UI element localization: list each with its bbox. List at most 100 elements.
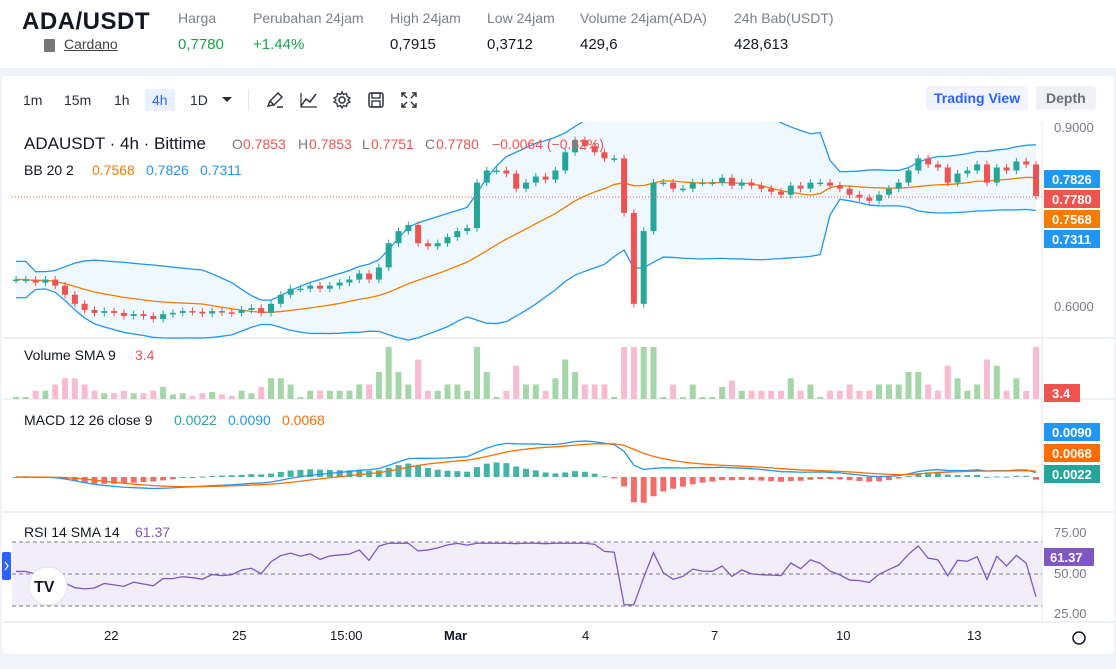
rsi-badge (1044, 548, 1094, 566)
candle-body (405, 225, 412, 232)
candle-body (640, 231, 647, 304)
bb-basis-badge-text: 0.7568 (1052, 212, 1092, 227)
candle-body (895, 182, 902, 189)
macd-hist-bar (983, 476, 990, 478)
candle-body (346, 279, 353, 283)
candle-body (1023, 161, 1030, 165)
price-chart[interactable]: ADAUSDT · 4h · Bittime O 0.7853 H 0.7853… (2, 122, 1114, 654)
time-tick: 22 (104, 628, 118, 643)
candle-body (287, 288, 294, 295)
macd-hist-bar (317, 469, 324, 477)
ohlc-h-label: H (298, 136, 308, 152)
volume-bar (385, 347, 392, 399)
draw-pen-icon[interactable] (265, 90, 285, 110)
macd-hist-bar (464, 471, 471, 477)
volume-bar (464, 390, 471, 399)
volume-bar (473, 347, 480, 399)
macd-hist-bar (120, 477, 127, 484)
candle-body (728, 177, 735, 186)
collapse-tab[interactable] (2, 552, 11, 580)
candle-body (22, 279, 29, 282)
candle-body (876, 194, 883, 201)
volume-bar (317, 390, 324, 399)
volume-bar (591, 384, 598, 399)
fullscreen-icon[interactable] (399, 90, 419, 110)
macd-hist-bar (974, 474, 981, 477)
volume-bar (513, 365, 520, 399)
chart-settings-icon[interactable] (1072, 631, 1086, 645)
candle-body (719, 177, 726, 183)
macd-hist-bar (415, 465, 422, 477)
tf-1d[interactable]: 1D (190, 92, 208, 108)
rsi-tick: 25.00 (1054, 606, 1087, 621)
macd-hist-bar (307, 469, 314, 477)
macd-hist-bar (640, 477, 647, 503)
volume-bar (179, 393, 186, 399)
volume-badge-text: 3.4 (1052, 386, 1071, 401)
macd-line (16, 440, 1037, 490)
macd-hist-bar (346, 470, 353, 477)
macd-hist-bar (1033, 477, 1039, 480)
macd-line-value: 0.0090 (228, 412, 271, 428)
volume-bar (836, 390, 843, 399)
trading-view-button[interactable]: Trading View (926, 86, 1029, 110)
volume-group (13, 347, 1039, 399)
macd-hist-bar (748, 477, 755, 481)
candle-body (885, 188, 892, 195)
volume-bar (709, 397, 716, 399)
chevron-down-icon[interactable] (220, 92, 234, 106)
settings-gear-icon[interactable] (332, 90, 352, 110)
chart-toolbar: 1m 15m 1h 4h 1D Trading View Depth (2, 76, 1114, 122)
bb-upper-value: 0.7826 (146, 162, 189, 178)
macd-hist-bar (1013, 475, 1020, 477)
tf-4h[interactable]: 4h (145, 89, 175, 111)
tf-1h[interactable]: 1h (114, 92, 130, 108)
macd-hist-bar (258, 474, 265, 477)
candle-body (836, 185, 843, 189)
macd-hist-bar (268, 473, 274, 477)
macd-hist-bar (169, 477, 176, 480)
macd-hist-bar (424, 467, 431, 477)
coin-link[interactable]: Cardano (64, 36, 118, 52)
macd-hist-bar (679, 477, 686, 487)
volume-bar (287, 384, 294, 399)
tf-1m[interactable]: 1m (23, 92, 43, 108)
macd-hist-value: 0.0022 (174, 412, 217, 428)
volume-bar (601, 384, 608, 399)
bb-fill (16, 122, 1036, 341)
macd-hist-bar (689, 477, 696, 485)
volume-bar (660, 397, 667, 399)
volume-bar (925, 384, 932, 399)
macd-hist-bar (591, 473, 598, 477)
ohlc-change: −0.0064 (−0.82%) (492, 136, 604, 152)
candle-body (444, 237, 451, 244)
candle-body (513, 173, 520, 189)
volume-bar (375, 372, 382, 399)
macd-hist-bar (660, 477, 667, 492)
candle-body (81, 303, 88, 310)
volume-bar (218, 394, 225, 399)
candle-body (199, 311, 206, 314)
tf-15m[interactable]: 15m (64, 92, 92, 108)
candle-body (218, 311, 225, 313)
macd-hist-bar (827, 477, 834, 480)
macd-hist-bar (228, 475, 235, 477)
candle-body (326, 285, 333, 289)
bb-upper-line (16, 122, 1037, 301)
depth-button[interactable]: Depth (1036, 86, 1096, 110)
stat-high: High 24jam 0,7915 (390, 10, 461, 53)
macd-hist-bar (277, 471, 284, 477)
macd-hist-bar (503, 463, 510, 477)
save-icon[interactable] (366, 90, 386, 110)
tradingview-logo[interactable] (28, 566, 68, 606)
macd-hist-bar (895, 477, 902, 479)
macd-hist-bar (552, 473, 559, 477)
macd-hist-bar (934, 472, 941, 477)
indicators-icon[interactable] (299, 90, 319, 110)
candle-body (268, 303, 274, 313)
volume-bar (621, 347, 628, 399)
macd-line-badge (1044, 423, 1100, 441)
macd-hist-bar (778, 477, 784, 482)
volume-bar (346, 390, 353, 399)
macd-hist-bar (189, 477, 196, 478)
